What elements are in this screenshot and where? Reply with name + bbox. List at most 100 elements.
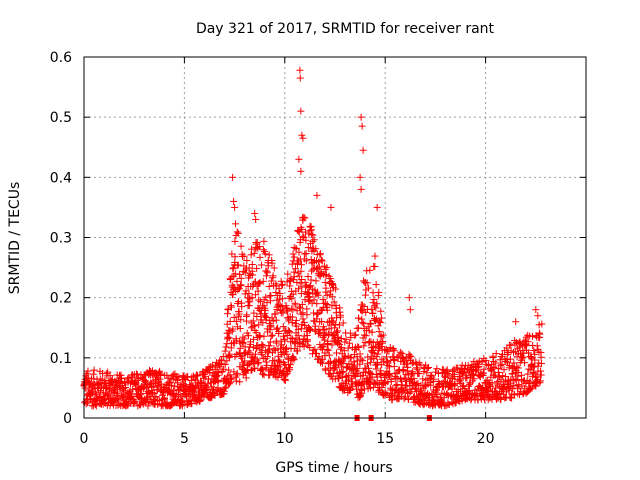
y-tick-label-2: 0.2 [50, 291, 72, 307]
data-point-840 [252, 291, 260, 299]
data-point-734 [235, 285, 243, 293]
data-point-1072 [285, 327, 293, 335]
data-point-2378 [534, 345, 542, 353]
data-point-1697 [383, 390, 391, 398]
data-point-231 [131, 398, 139, 406]
data-point-1231 [309, 238, 317, 246]
data-point-1604 [368, 328, 376, 336]
data-point-2325 [522, 342, 530, 350]
data-point-712 [232, 317, 240, 325]
data-point-1200 [304, 244, 312, 252]
data-point-1835 [413, 365, 421, 373]
data-point-2407 [299, 134, 307, 142]
data-point-1069 [285, 317, 293, 325]
data-point-980 [272, 289, 280, 297]
data-point-1504 [353, 365, 361, 373]
data-point-1994 [449, 367, 457, 375]
data-point-798 [245, 264, 253, 272]
data-point-652 [224, 310, 232, 318]
data-point-1025 [278, 280, 286, 288]
data-point-1588 [366, 266, 374, 274]
data-point-909 [262, 293, 270, 301]
data-point-921 [263, 269, 271, 277]
data-point-1728 [390, 347, 398, 355]
data-point-1209 [306, 344, 314, 352]
data-point-2194 [493, 379, 501, 387]
data-point-1351 [326, 275, 334, 283]
data-point-663 [225, 334, 233, 342]
data-point-2389 [536, 330, 544, 338]
data-point-1627 [372, 317, 380, 325]
data-point-2284 [513, 353, 521, 361]
data-point-688 [229, 265, 237, 273]
data-point-955 [268, 314, 276, 322]
data-point-1876 [423, 369, 431, 377]
data-point-1272 [315, 353, 323, 361]
x-tick-label-3: 15 [376, 431, 394, 447]
data-point-1251 [312, 245, 320, 253]
data-point-805 [246, 349, 254, 357]
data-point-1253 [312, 277, 320, 285]
data-point-527 [196, 396, 204, 404]
data-point-1499 [352, 385, 360, 393]
data-point-2403 [296, 66, 304, 74]
data-point-2095 [471, 386, 479, 394]
data-point-623 [218, 356, 226, 364]
data-point-855 [254, 244, 262, 252]
data-point-485 [187, 396, 195, 404]
data-point-1289 [317, 256, 325, 264]
data-point-664 [225, 380, 233, 388]
data-point-1574 [363, 360, 371, 368]
data-point-1394 [333, 349, 341, 357]
data-point-2109 [474, 396, 482, 404]
data-point-713 [232, 377, 240, 385]
data-point-1533 [357, 306, 365, 314]
data-point-825 [249, 317, 257, 325]
data-point-1267 [314, 291, 322, 299]
data-point-820 [248, 294, 256, 302]
data-point-1425 [337, 334, 345, 342]
axes: 0 5 10 15 20 0 0.1 0.2 0.3 0.4 0.5 0.6 [50, 50, 587, 447]
data-point-1185 [302, 257, 310, 265]
y-axis-label: SRMTID / TECUs [7, 182, 23, 295]
data-point-2249 [505, 386, 513, 394]
data-point-1679 [379, 331, 387, 339]
data-point-2397 [538, 320, 546, 328]
data-point-1029 [279, 332, 287, 340]
data-point-1611 [369, 309, 377, 317]
data-point-2277 [511, 340, 519, 348]
data-point-2177 [489, 354, 497, 362]
data-point-1675 [379, 338, 387, 346]
data-point-869 [255, 333, 263, 341]
data-point-1670 [378, 343, 386, 351]
data-point-2410 [313, 191, 321, 199]
data-point-533 [197, 379, 205, 387]
data-point-790 [244, 361, 252, 369]
data-point-108 [104, 368, 112, 376]
data-point-2261 [508, 394, 516, 402]
data-point-1133 [294, 325, 302, 333]
y-tick-label-4: 0.4 [50, 170, 72, 186]
data-point-1438 [339, 319, 347, 327]
data-point-631 [219, 353, 227, 361]
data-point-1419 [337, 345, 345, 353]
data-point-977 [271, 310, 279, 318]
data-point-899 [260, 237, 268, 245]
data-point-157 [114, 395, 122, 403]
data-point-52 [91, 400, 99, 408]
data-point-1292 [318, 318, 326, 326]
data-point-2264 [508, 370, 516, 378]
data-point-891 [259, 370, 267, 378]
data-point-1196 [304, 337, 312, 345]
data-point-992 [274, 324, 282, 332]
data-point-719 [233, 228, 241, 236]
y-tick-label-0: 0 [63, 411, 72, 427]
y-tick-label-3: 0.3 [50, 231, 72, 247]
data-point-1810 [408, 359, 416, 367]
data-point-862 [255, 321, 263, 329]
data-point-989 [273, 306, 281, 314]
data-point-2409 [297, 167, 305, 175]
data-point-2043 [459, 382, 467, 390]
y-tick-label-5: 0.5 [50, 110, 72, 126]
data-point-217 [128, 393, 136, 401]
